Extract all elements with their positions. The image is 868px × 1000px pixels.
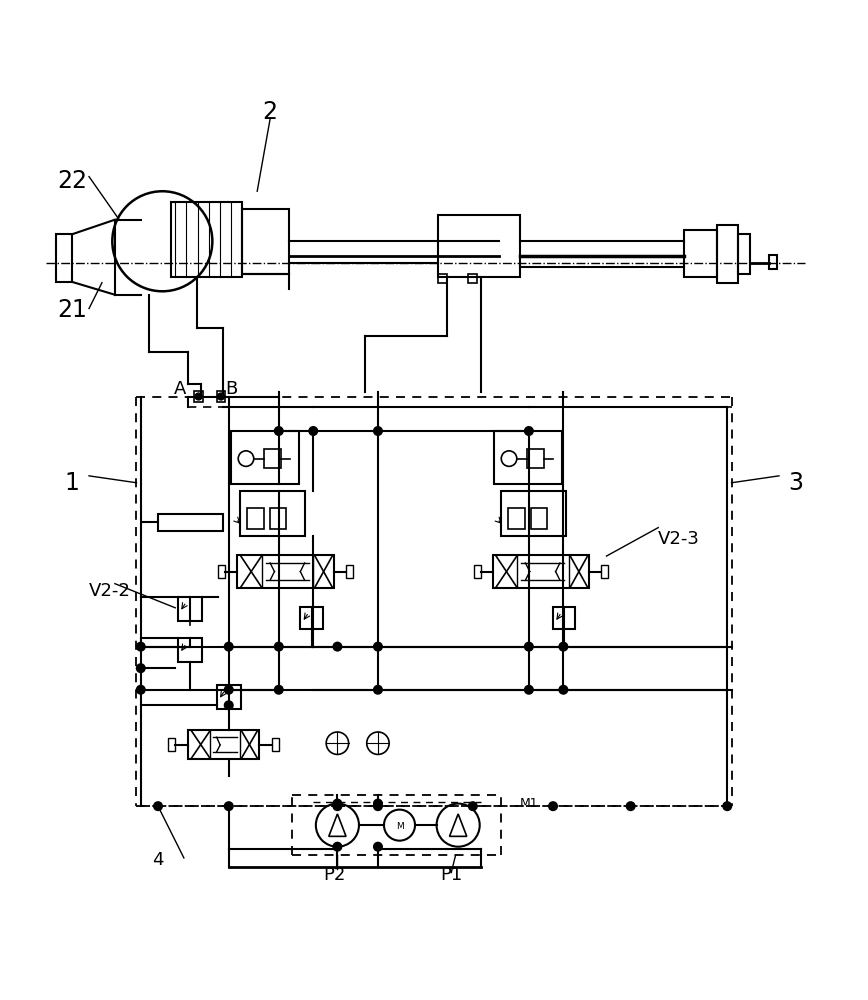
Bar (474, 565, 481, 578)
Circle shape (373, 642, 382, 651)
Bar (438, 274, 447, 283)
Circle shape (154, 802, 162, 810)
Circle shape (309, 427, 318, 435)
Bar (232, 431, 299, 484)
Bar (531, 508, 547, 529)
Circle shape (549, 802, 557, 810)
Bar (738, 234, 750, 274)
Bar (171, 202, 241, 277)
Text: 1: 1 (64, 471, 79, 495)
Bar (300, 607, 323, 629)
Bar (217, 391, 226, 402)
Circle shape (136, 664, 145, 672)
Circle shape (559, 685, 568, 694)
Circle shape (225, 642, 233, 651)
Bar (272, 738, 279, 751)
Circle shape (627, 802, 635, 810)
Circle shape (333, 642, 342, 651)
Bar (495, 431, 562, 484)
Bar (602, 565, 608, 578)
Circle shape (225, 701, 233, 710)
Circle shape (524, 642, 533, 651)
Circle shape (136, 685, 145, 694)
Text: B: B (225, 380, 238, 398)
Bar (769, 255, 777, 269)
Circle shape (373, 802, 382, 810)
Circle shape (333, 802, 342, 810)
Circle shape (274, 685, 283, 694)
Text: 21: 21 (56, 298, 87, 322)
Bar (502, 491, 566, 536)
Bar (438, 215, 520, 277)
Circle shape (723, 802, 732, 810)
Bar (178, 597, 202, 621)
Bar (240, 491, 305, 536)
Text: 2: 2 (263, 100, 278, 124)
Bar (493, 555, 589, 588)
Text: P1: P1 (440, 866, 463, 884)
Circle shape (274, 642, 283, 651)
Circle shape (333, 842, 342, 851)
Bar (188, 730, 259, 759)
Bar (217, 685, 240, 709)
Bar (219, 565, 226, 578)
Text: P2: P2 (324, 866, 346, 884)
Text: M: M (396, 822, 404, 831)
Circle shape (559, 642, 568, 651)
Circle shape (225, 685, 233, 694)
Bar (158, 514, 223, 531)
Circle shape (274, 427, 283, 435)
Text: A: A (174, 380, 186, 398)
Text: V2-3: V2-3 (658, 530, 700, 548)
Bar (194, 391, 203, 402)
Text: 3: 3 (789, 471, 804, 495)
Bar (241, 209, 289, 274)
Bar (684, 230, 717, 277)
Circle shape (373, 427, 382, 435)
Circle shape (373, 799, 382, 808)
Bar (178, 638, 202, 662)
Bar (527, 449, 544, 468)
Bar (264, 449, 281, 468)
Circle shape (524, 685, 533, 694)
Bar (237, 555, 334, 588)
Text: V2-2: V2-2 (89, 582, 131, 600)
Circle shape (195, 393, 202, 400)
Bar (346, 565, 353, 578)
Circle shape (373, 842, 382, 851)
Bar (56, 234, 72, 282)
Circle shape (333, 799, 342, 808)
Bar (508, 508, 525, 529)
Circle shape (218, 393, 225, 400)
Bar (168, 738, 175, 751)
Circle shape (469, 802, 477, 810)
Bar (247, 508, 264, 529)
Text: 22: 22 (56, 169, 87, 193)
Text: M1: M1 (520, 797, 539, 810)
Circle shape (373, 685, 382, 694)
Bar (717, 225, 738, 283)
Circle shape (524, 427, 533, 435)
Circle shape (225, 802, 233, 810)
Text: 4: 4 (152, 851, 164, 869)
Bar (469, 274, 477, 283)
Bar (553, 607, 575, 629)
Circle shape (136, 642, 145, 651)
Bar (270, 508, 286, 529)
